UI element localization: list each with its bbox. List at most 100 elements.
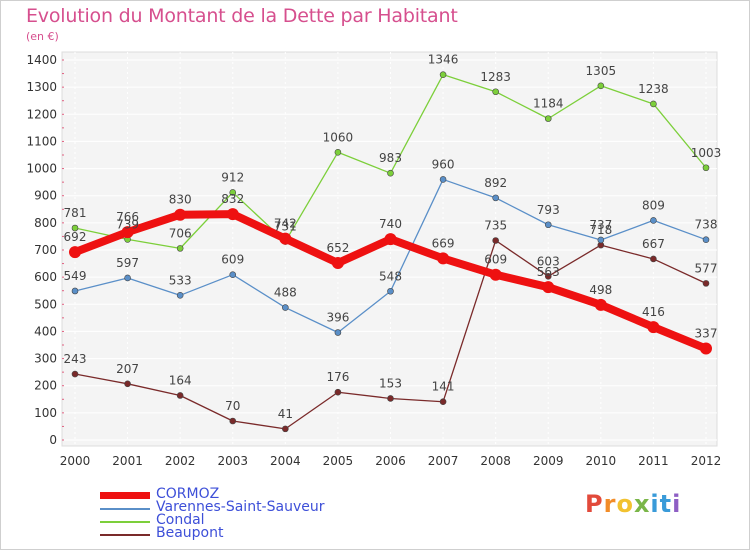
data-label: 533 [169,273,192,287]
data-label: 809 [642,198,665,212]
data-label: 1346 [428,53,459,67]
data-label: 718 [589,223,612,237]
x-tick-label: 2003 [217,454,248,468]
data-point [597,236,605,244]
logo-letter: x [633,490,651,518]
data-point [492,194,499,202]
data-label: 692 [64,230,87,244]
data-point [384,233,397,246]
data-point [282,425,289,433]
data-label: 1184 [533,97,564,111]
data-label: 563 [537,265,560,279]
logo-letter: i [672,490,682,518]
y-tick-label: 200 [34,379,57,393]
logo-letter: t [659,490,673,518]
x-tick-label: 2012 [691,454,722,468]
data-label: 830 [169,193,192,207]
logo-letter: o [616,490,634,518]
data-label: 603 [537,254,560,268]
data-point [71,370,79,378]
data-label: 739 [116,217,139,231]
data-point [544,273,552,280]
y-tick-label: 0 [49,433,57,447]
data-point [489,268,502,281]
data-point [387,169,394,177]
data-label: 498 [589,283,612,297]
data-point [334,148,342,156]
data-label: 549 [64,269,87,283]
data-label: 1305 [586,64,617,78]
data-label: 738 [695,218,718,232]
data-label: 141 [432,380,455,394]
data-label: 731 [274,220,297,234]
plot-area [61,51,718,447]
data-label: 1238 [638,82,669,96]
y-tick-label: 400 [34,324,57,338]
data-point [492,237,499,244]
legend-label: Beaupont [156,525,224,541]
data-label: 70 [225,399,240,413]
x-tick-label: 2001 [112,454,143,468]
y-tick-label: 1300 [26,80,57,94]
data-label: 735 [484,219,507,233]
data-label: 416 [642,305,665,319]
data-label: 1283 [480,70,511,84]
data-label: 793 [537,203,560,217]
x-tick-label: 2004 [270,454,301,468]
data-label: 740 [379,217,402,231]
data-point [176,245,184,252]
y-tick-label: 600 [34,270,57,284]
data-label: 892 [484,176,507,190]
x-tick-label: 2002 [165,454,196,468]
x-tick-label: 2000 [60,454,91,468]
data-point [439,176,447,183]
data-label: 548 [379,269,402,283]
data-label: 164 [169,373,192,387]
data-point [492,88,499,96]
data-point [279,232,292,245]
chart-unit-label: (en €) [26,30,59,43]
data-point [650,255,657,263]
data-point [439,398,447,406]
data-label: 41 [278,407,293,421]
legend-swatch [100,534,150,536]
data-label: 1060 [323,130,354,144]
legend-label: CORMOZ [156,486,220,502]
data-label: 609 [221,253,244,267]
data-label: 153 [379,376,402,390]
x-tick-label: 2007 [428,454,459,468]
data-label: 597 [116,256,139,270]
data-point [702,280,710,287]
y-tick-label: 1000 [26,162,57,176]
data-point [542,281,555,294]
proxiti-logo: Proxiti [585,490,681,518]
y-tick-label: 1400 [26,53,57,67]
y-tick-label: 800 [34,216,57,230]
data-label: 207 [116,362,139,376]
data-point [124,380,131,388]
data-label: 706 [169,226,192,240]
legend-swatch [100,521,150,523]
data-point [229,271,237,279]
data-point [71,287,79,295]
y-tick-label: 1100 [26,134,57,148]
data-label: 912 [221,170,244,184]
data-point [334,388,342,396]
data-label: 577 [695,261,718,275]
data-point [439,71,447,78]
logo-letter: P [585,490,604,518]
data-label: 742 [274,217,297,231]
data-label: 832 [221,192,244,206]
data-point [702,236,710,243]
data-label: 960 [432,157,455,171]
data-label: 667 [642,237,665,251]
data-label: 396 [326,311,349,325]
data-point [650,217,657,224]
y-tick-label: 500 [34,297,57,311]
data-point [702,164,710,172]
data-point [229,189,237,196]
data-label: 652 [326,241,349,255]
data-label: 488 [274,286,297,300]
data-point [71,224,79,232]
